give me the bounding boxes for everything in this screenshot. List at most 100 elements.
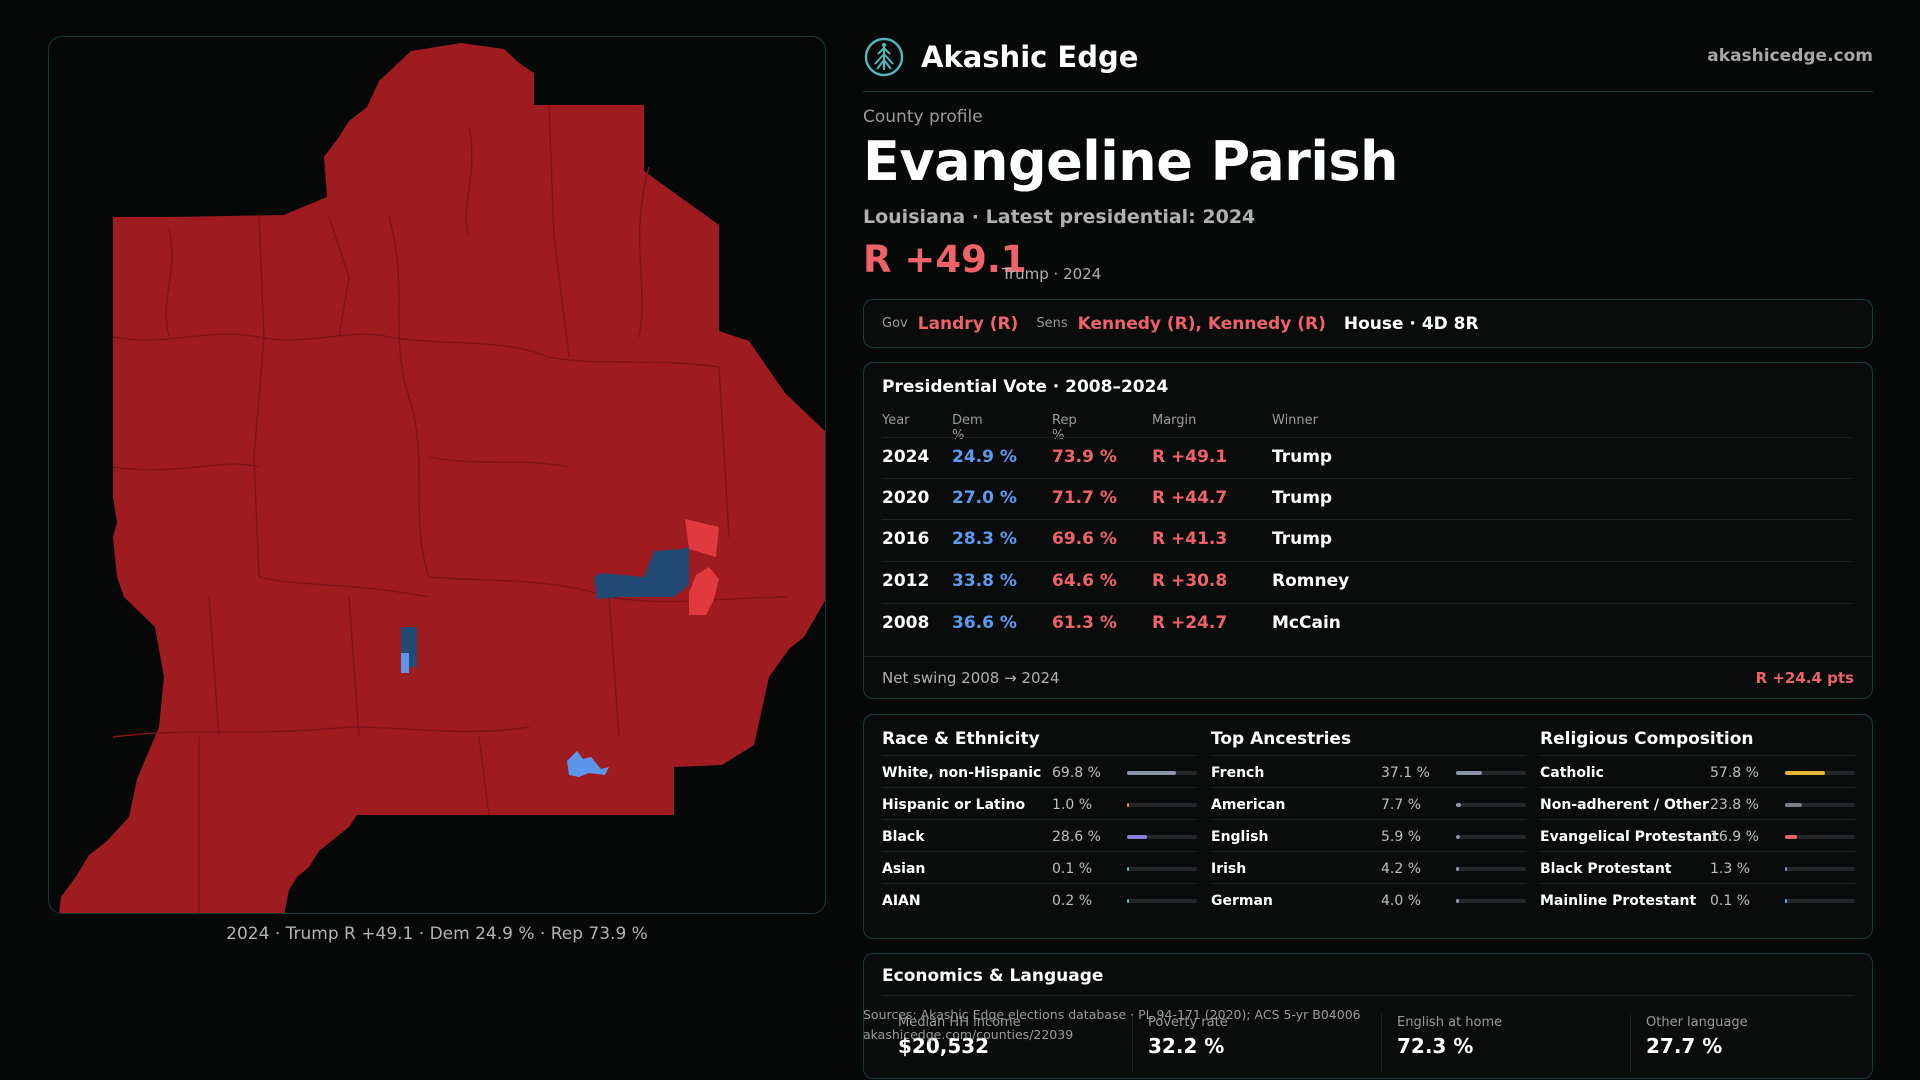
demographic-pct: 23.8 % [1710,797,1759,813]
demographic-pct: 0.1 % [1710,893,1751,909]
share-bar [1127,835,1197,839]
share-bar-fill [1785,803,1802,807]
demographic-pct: 69.8 % [1052,765,1101,781]
precinct-map[interactable] [49,37,826,914]
stat-value: 32.2 % [1148,1034,1225,1058]
brand-name: Akashic Edge [921,40,1139,74]
precinct-dem-ville-platte[interactable] [594,547,689,599]
row-year: 2012 [882,571,930,591]
site-link[interactable]: akashicedge.com [1707,46,1873,66]
demographic-row: German 4.0 % [1211,883,1526,916]
share-bar [1785,867,1855,871]
table-row: 2020 27.0 % 71.7 % R +44.7 Trump [882,478,1852,519]
demographic-name: American [1211,797,1286,813]
page-title: Evangeline Parish [863,130,1398,193]
demographic-pct: 57.8 % [1710,765,1759,781]
share-bar [1127,803,1197,807]
table-row: 2024 24.9 % 73.9 % R +49.1 Trump [882,437,1852,478]
demographic-name: Irish [1211,861,1247,877]
row-dem: 36.6 % [952,613,1017,633]
demographic-pct: 7.7 % [1381,797,1422,813]
presidential-title: Presidential Vote · 2008–2024 [882,377,1169,397]
share-bar [1785,835,1855,839]
stat-median-income: Median HH income $20,532 [898,1012,1128,1078]
precinct-boundaries [112,104,790,913]
gov-value: Landry (R) [917,313,1019,334]
representatives-card: Gov Landry (R) Sens Kennedy (R), Kennedy… [863,299,1873,348]
demographic-name: Asian [882,861,926,877]
parish-outline [59,43,825,913]
row-winner: Romney [1272,571,1350,591]
share-bar [1785,803,1855,807]
row-rep: 64.6 % [1052,571,1117,591]
share-bar-fill [1785,867,1787,871]
demographic-row: AIAN 0.2 % [882,883,1197,916]
demographic-name: Non-adherent / Other [1540,797,1709,813]
row-dem: 24.9 % [952,447,1017,467]
row-margin: R +30.8 [1152,571,1228,591]
precinct-dem-light-south[interactable] [567,751,609,777]
net-swing-row: Net swing 2008 → 2024 R +24.4 pts [864,656,1872,700]
stat-divider [1630,1014,1631,1072]
demographic-name: Black [882,829,925,845]
religion-title: Religious Composition [1540,729,1754,749]
row-year: 2020 [882,488,930,508]
row-rep: 61.3 % [1052,613,1117,633]
precinct-rep-light-south[interactable] [689,567,719,615]
demographic-pct: 16.9 % [1710,829,1759,845]
precinct-rep-light-north[interactable] [685,519,719,557]
table-row: 2008 36.6 % 61.3 % R +24.7 McCain [882,603,1852,644]
demographic-row: American 7.7 % [1211,787,1526,820]
gov-label: Gov [882,316,908,331]
demographic-row: English 5.9 % [1211,819,1526,852]
demographic-pct: 4.2 % [1381,861,1422,877]
economics-divider [882,995,1854,996]
ancestries-title: Top Ancestries [1211,729,1352,749]
row-margin: R +41.3 [1152,529,1228,549]
county-map[interactable] [48,36,826,914]
share-bar [1456,867,1526,871]
demographic-name: Evangelical Protestant [1540,829,1719,845]
share-bar-fill [1456,835,1460,839]
brand[interactable]: Akashic Edge [863,36,1138,78]
source-link[interactable]: akashicedge.com/counties/22039 [863,1027,1074,1042]
demographic-name: White, non-Hispanic [882,765,1042,781]
map-caption: 2024 · Trump R +49.1 · Dem 24.9 % · Rep … [226,924,648,944]
stat-other-language: Other language 27.7 % [1646,1012,1872,1078]
precinct-dem-light-west[interactable] [401,653,409,673]
stat-label: Poverty rate [1148,1015,1228,1030]
share-bar-fill [1127,899,1129,903]
sources-footer: Sources: Akashic Edge elections database… [863,1005,1361,1045]
demographic-pct: 1.0 % [1052,797,1093,813]
presidential-vote-card: Presidential Vote · 2008–2024 Year Dem %… [863,362,1873,699]
share-bar-fill [1456,867,1459,871]
share-bar-fill [1456,771,1482,775]
row-margin: R +44.7 [1152,488,1228,508]
row-rep: 69.6 % [1052,529,1117,549]
demographic-row: Hispanic or Latino 1.0 % [882,787,1197,820]
demographic-name: German [1211,893,1273,909]
demographic-name: AIAN [882,893,921,909]
net-swing-label: Net swing 2008 → 2024 [882,669,1060,687]
demographic-row: Non-adherent / Other 23.8 % [1540,787,1855,820]
demographic-pct: 0.1 % [1052,861,1093,877]
tree-emblem-icon [864,37,904,77]
stat-value: 27.7 % [1646,1034,1723,1058]
page-subtitle: Louisiana · Latest presidential: 2024 [863,206,1256,228]
demographic-row: Asian 0.1 % [882,851,1197,884]
demographic-pct: 5.9 % [1381,829,1422,845]
row-year: 2016 [882,529,930,549]
col-year: Year [882,413,910,428]
col-margin: Margin [1152,413,1197,428]
demographic-row: Black 28.6 % [882,819,1197,852]
share-bar-fill [1785,835,1797,839]
header-divider [863,91,1873,92]
demographic-row: Evangelical Protestant 16.9 % [1540,819,1855,852]
row-winner: Trump [1272,447,1333,467]
stat-divider [1132,1014,1133,1072]
stat-value: 72.3 % [1397,1034,1474,1058]
row-dem: 33.8 % [952,571,1017,591]
demographic-name: Hispanic or Latino [882,797,1026,813]
demographic-pct: 1.3 % [1710,861,1751,877]
page-kicker: County profile [863,107,983,127]
